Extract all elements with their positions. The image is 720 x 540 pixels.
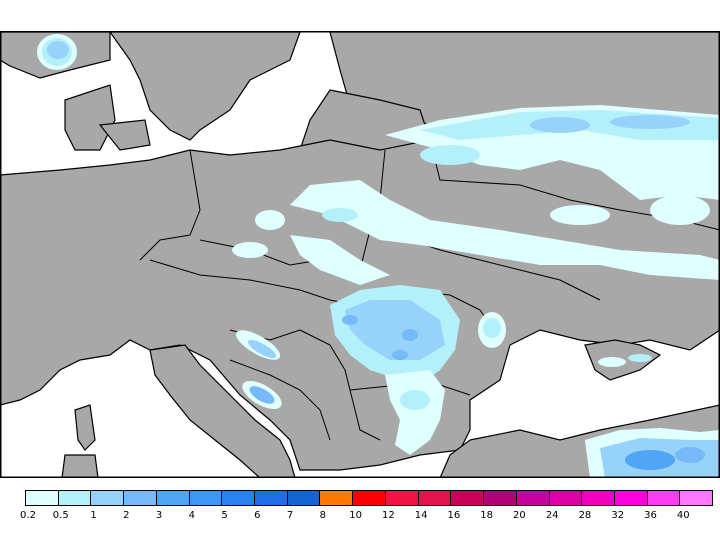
- legend-label: 16: [447, 510, 461, 521]
- legend-label: 0.5: [52, 510, 69, 521]
- legend-swatch: [549, 491, 583, 505]
- legend-label: 32: [611, 510, 625, 521]
- legend-label: 6: [254, 510, 261, 521]
- color-legend: [25, 490, 713, 506]
- legend-label: 4: [188, 510, 195, 521]
- legend-swatch: [516, 491, 550, 505]
- legend-swatch: [287, 491, 321, 505]
- legend-label: 7: [286, 510, 294, 521]
- legend-swatch: [484, 491, 517, 505]
- legend-label: 1: [90, 510, 97, 521]
- legend-label: 12: [382, 510, 395, 521]
- legend-label: 20: [513, 510, 526, 521]
- legend-swatch: [418, 491, 452, 505]
- legend-swatch: [385, 491, 419, 505]
- legend-label: 36: [644, 510, 657, 521]
- legend-label: 2: [123, 510, 130, 521]
- legend-swatch: [680, 491, 713, 505]
- legend-swatch: [320, 491, 354, 505]
- legend-label: 18: [480, 510, 494, 521]
- precipitation-map: [0, 31, 720, 478]
- legend-swatch: [189, 491, 223, 505]
- legend-label: 8: [319, 510, 327, 521]
- legend-labels: 0.2 0.5 1 2 3 4 5 6 7 8 10 12 14 16 18 20 24 28 32 36 40: [0, 510, 720, 524]
- legend-label: 14: [414, 510, 428, 521]
- legend-label: 28: [578, 510, 592, 521]
- legend-label: 0.2: [20, 510, 36, 521]
- legend-swatch: [255, 491, 288, 505]
- legend-swatch: [451, 491, 485, 505]
- legend-label: 24: [545, 510, 559, 521]
- legend-swatch: [26, 491, 59, 505]
- legend-swatch: [58, 491, 92, 505]
- legend-swatch: [91, 491, 125, 505]
- legend-label: 40: [676, 510, 690, 521]
- legend-label: 10: [349, 510, 362, 521]
- legend-label: 5: [221, 510, 228, 521]
- legend-swatch: [353, 491, 386, 505]
- legend-swatch: [222, 491, 256, 505]
- legend-swatch: [124, 491, 157, 505]
- precipitation-fields: [37, 34, 720, 478]
- legend-swatch: [647, 491, 681, 505]
- legend-label: 3: [155, 510, 163, 521]
- legend-swatch: [156, 491, 190, 505]
- legend-swatch: [582, 491, 615, 505]
- legend-swatch: [614, 491, 648, 505]
